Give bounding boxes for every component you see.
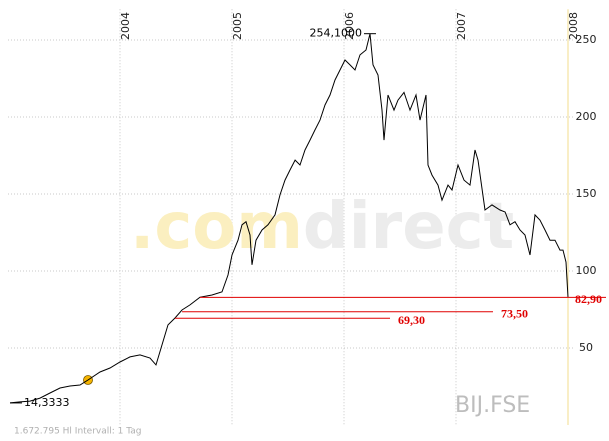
min-label: 14,3333 (24, 396, 70, 409)
level-label: 82,90 (575, 292, 602, 306)
watermark: .comdirect (130, 190, 514, 264)
grid (8, 9, 574, 425)
level-label: 69,30 (398, 313, 425, 327)
y-tick-label: 250 (576, 33, 597, 46)
y-tick-label: 100 (576, 264, 597, 277)
watermark-direct: direct (303, 190, 514, 264)
x-tick-label: 2008 (567, 12, 580, 40)
x-tick-label: 2004 (119, 12, 132, 40)
x-tick-label: 2006 (343, 12, 356, 40)
price-line (9, 33, 569, 404)
y-tick-label: 150 (576, 187, 597, 200)
footer: 1.672.795 Hl Intervall: 1 Tag (14, 427, 141, 437)
x-tick-label: 2005 (231, 12, 244, 40)
watermark-com: .com (130, 190, 303, 264)
y-tick-label: 200 (576, 110, 597, 123)
symbol: BIJ.FSE (455, 393, 530, 418)
max-label: 254,1000 (309, 27, 362, 40)
level-label: 73,50 (501, 307, 528, 321)
x-tick-label: 2007 (455, 12, 468, 40)
y-tick-label: 50 (579, 341, 593, 354)
